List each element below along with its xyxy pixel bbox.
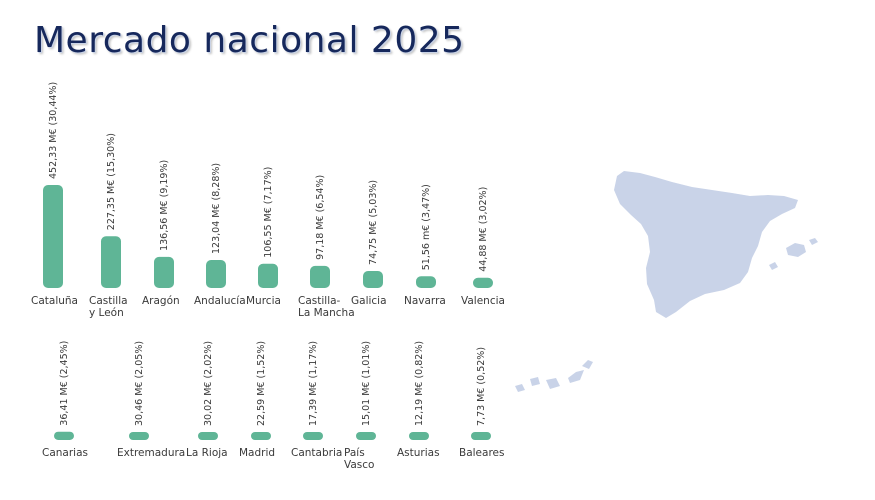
value-label-asturias: 12,19 M€ (0,82%) xyxy=(414,341,425,426)
region-label-la-rioja: La Rioja xyxy=(186,447,228,459)
bar-canarias xyxy=(54,431,74,440)
bar-murcia xyxy=(258,263,278,288)
value-label-baleares: 7,73 M€ (0,52%) xyxy=(476,347,487,426)
value-label-pais-vasco: 15,01 M€ (1,01%) xyxy=(361,341,372,426)
region-label-cantabria: Cantabria xyxy=(291,447,342,459)
bar-extremadura xyxy=(129,432,149,440)
value-label-galicia: 74,75 M€ (5,03%) xyxy=(368,180,379,265)
spain-map-icon xyxy=(515,171,818,392)
bar-la-rioja xyxy=(198,432,218,440)
region-label-andalucia: Andalucía xyxy=(194,295,246,307)
value-label-murcia: 106,55 M€ (7,17%) xyxy=(263,167,274,258)
region-label-castilla-y-leon: y León xyxy=(89,307,124,319)
value-label-cantabria: 17,39 M€ (1,17%) xyxy=(308,341,319,426)
bar-galicia xyxy=(363,270,383,288)
region-label-murcia: Murcia xyxy=(246,295,281,307)
region-label-baleares: Baleares xyxy=(459,447,504,459)
bar-madrid xyxy=(251,432,271,440)
value-label-navarra: 51,56 m€ (3,47%) xyxy=(421,184,432,270)
region-label-cataluna: Cataluña xyxy=(31,295,78,307)
region-label-extremadura: Extremadura xyxy=(117,447,185,459)
value-label-valencia: 44,88 M€ (3,02%) xyxy=(478,187,489,272)
region-label-canarias: Canarias xyxy=(42,447,88,459)
region-label-navarra: Navarra xyxy=(404,295,446,307)
region-label-madrid: Madrid xyxy=(239,447,275,459)
value-label-andalucia: 123,04 M€ (8,28%) xyxy=(211,163,222,254)
value-label-canarias: 36,41 M€ (2,45%) xyxy=(59,341,70,426)
bar-andalucia xyxy=(206,259,226,288)
value-label-cataluna: 452,33 M€ (30,44%) xyxy=(48,82,59,179)
region-label-asturias: Asturias xyxy=(397,447,440,459)
bar-castilla-y-leon xyxy=(101,236,121,288)
region-label-castilla-la-mancha: La Mancha xyxy=(298,307,355,319)
bar-castilla-la-mancha xyxy=(310,265,330,288)
bar-aragon xyxy=(154,256,174,288)
value-label-extremadura: 30,46 M€ (2,05%) xyxy=(134,341,145,426)
bar-cantabria xyxy=(303,432,323,440)
region-label-pais-vasco: País xyxy=(344,447,365,459)
bar-asturias xyxy=(409,432,429,440)
bar-baleares xyxy=(471,432,491,440)
value-label-castilla-y-leon: 227,35 M€ (15,30%) xyxy=(106,133,117,230)
value-label-castilla-la-mancha: 97,18 M€ (6,54%) xyxy=(315,175,326,260)
region-label-valencia: Valencia xyxy=(461,295,505,307)
bar-pais-vasco xyxy=(356,432,376,440)
value-label-aragon: 136,56 M€ (9,19%) xyxy=(159,160,170,251)
region-label-castilla-la-mancha: Castilla- xyxy=(298,295,341,307)
bar-valencia xyxy=(473,277,493,288)
value-label-la-rioja: 30,02 M€ (2,02%) xyxy=(203,341,214,426)
region-label-aragon: Aragón xyxy=(142,295,180,307)
region-label-galicia: Galicia xyxy=(351,295,387,307)
region-label-pais-vasco: Vasco xyxy=(344,459,374,471)
bar-cataluna xyxy=(43,185,63,288)
page-title: Mercado nacional 2025 xyxy=(34,20,465,61)
region-label-castilla-y-leon: Castilla xyxy=(89,295,128,307)
bar-navarra xyxy=(416,276,436,288)
value-label-madrid: 22,59 M€ (1,52%) xyxy=(256,341,267,426)
